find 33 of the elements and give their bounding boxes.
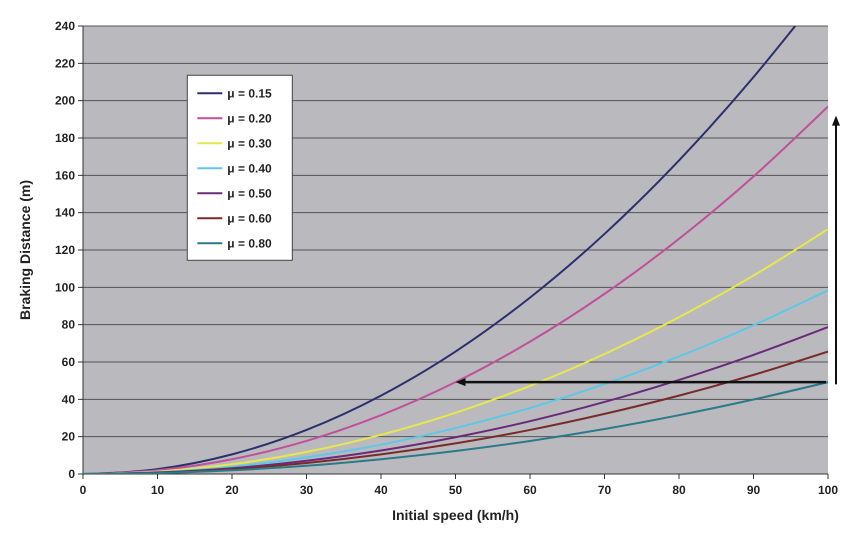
legend-label: μ = 0.60 bbox=[227, 211, 272, 226]
y-axis-title: Braking Distance (m) bbox=[17, 180, 33, 320]
legend-label: μ = 0.50 bbox=[227, 186, 272, 200]
y-tick-label: 160 bbox=[54, 168, 76, 182]
y-tick-label: 220 bbox=[54, 56, 76, 70]
legend-label: μ = 0.80 bbox=[227, 236, 272, 250]
y-tick-label: 140 bbox=[54, 206, 76, 220]
y-tick-label: 240 bbox=[54, 19, 76, 33]
x-tick-label: 100 bbox=[818, 483, 838, 497]
y-tick-label: 60 bbox=[62, 355, 76, 369]
x-axis-title: Initial speed (km/h) bbox=[392, 507, 519, 523]
x-tick-label: 70 bbox=[598, 483, 612, 497]
x-tick-label: 20 bbox=[225, 483, 239, 497]
x-tick-label: 30 bbox=[300, 483, 314, 497]
y-tick-label: 20 bbox=[62, 430, 76, 444]
x-tick-label: 80 bbox=[672, 483, 686, 497]
y-tick-label: 80 bbox=[62, 318, 76, 332]
legend-label: μ = 0.20 bbox=[227, 111, 272, 126]
x-tick-label: 0 bbox=[80, 483, 87, 497]
y-tick-label: 200 bbox=[54, 94, 76, 108]
x-tick-label: 10 bbox=[150, 483, 164, 497]
legend-label: μ = 0.30 bbox=[227, 136, 272, 150]
legend-label: μ = 0.15 bbox=[227, 86, 272, 100]
y-tick-label: 120 bbox=[54, 243, 76, 257]
y-tick-label: 100 bbox=[54, 280, 76, 294]
x-tick-label: 40 bbox=[374, 483, 388, 497]
y-tick-label: 40 bbox=[62, 392, 76, 406]
y-tick-label: 0 bbox=[68, 467, 76, 481]
x-tick-label: 50 bbox=[448, 483, 462, 497]
x-tick-label: 60 bbox=[523, 483, 537, 497]
y-tick-label: 180 bbox=[54, 131, 76, 145]
x-tick-label: 90 bbox=[746, 483, 760, 497]
legend-label: μ = 0.40 bbox=[227, 161, 272, 176]
